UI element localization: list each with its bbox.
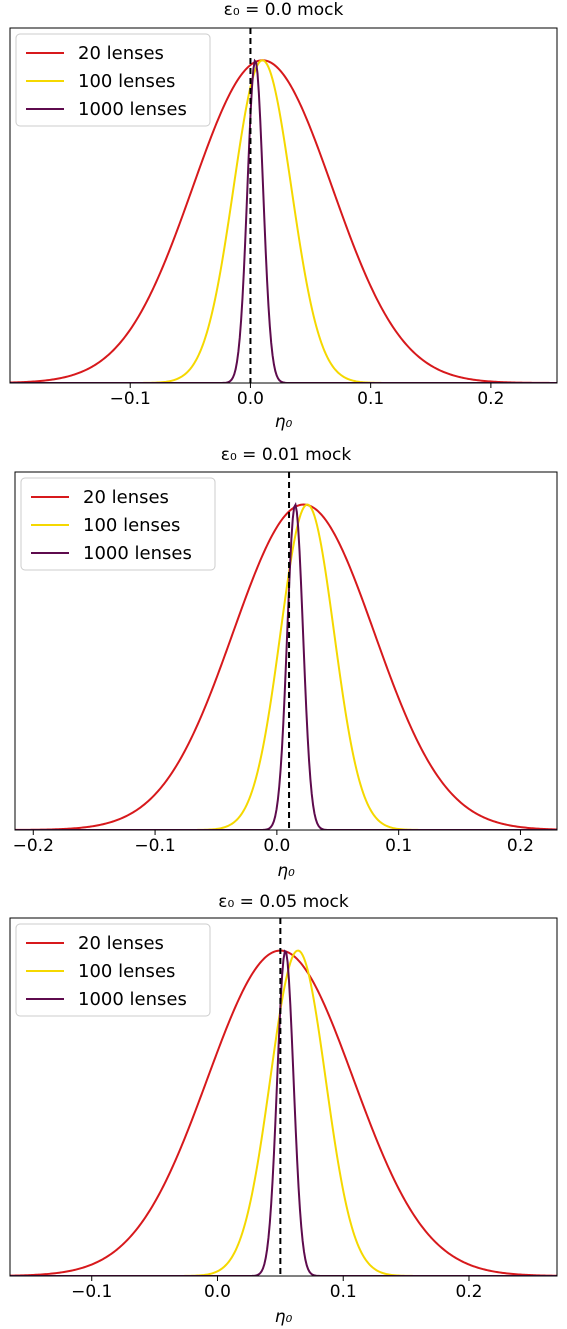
x-tick-label: 0.0 <box>237 389 264 409</box>
chart-panel-2: ε₀ = 0.01 mock −0.2 −0.1 0.0 0.1 0.2 η₀ 20 lens… <box>13 445 558 881</box>
legend-label: 20 lenses <box>83 487 169 508</box>
x-tick-label: 0.2 <box>455 1282 482 1302</box>
series-line-20-lenses <box>10 59 557 383</box>
x-tick-label: 0.1 <box>357 389 384 409</box>
series-line-20-lenses <box>15 503 557 830</box>
plot-frame <box>9 27 558 384</box>
x-tick-label: −0.1 <box>110 389 151 409</box>
legend-box <box>15 33 211 127</box>
series-line-100-lenses <box>10 59 557 383</box>
legend-label: 100 lenses <box>78 71 175 92</box>
series-line-1000-lenses <box>15 502 557 830</box>
chart-panel-3: ε₀ = 0.05 mock −0.1 0.0 0.1 0.2 η₀ 20 lenses 10… <box>9 892 558 1327</box>
x-tick-label: −0.1 <box>134 836 175 856</box>
series-line-1000-lenses <box>10 949 557 1276</box>
chart-panel-1: ε₀ = 0.0 mock −0.1 0.0 0.1 0.2 η₀ 20 lenses 100… <box>9 0 558 432</box>
x-tick-label: −0.2 <box>13 836 54 856</box>
legend: 20 lenses 100 lenses 1000 lenses <box>20 477 216 571</box>
x-axis-label: η₀ <box>275 1307 293 1327</box>
legend-label: 1000 lenses <box>78 989 187 1010</box>
x-tick-label: 0.1 <box>330 1282 357 1302</box>
plot-frame <box>9 917 558 1277</box>
x-tick-label: 0.0 <box>204 1282 231 1302</box>
legend: 20 lenses 100 lenses 1000 lenses <box>15 33 211 127</box>
legend: 20 lenses 100 lenses 1000 lenses <box>15 923 211 1017</box>
legend-box <box>15 923 211 1017</box>
x-tick-label: 0.0 <box>263 836 290 856</box>
plot-frame <box>14 471 558 831</box>
legend-label: 20 lenses <box>78 933 164 954</box>
x-tick-label: 0.1 <box>385 836 412 856</box>
x-axis-label: η₀ <box>277 861 295 881</box>
series-line-20-lenses <box>10 949 557 1276</box>
legend-label: 20 lenses <box>78 43 164 64</box>
chart-title: ε₀ = 0.0 mock <box>224 0 344 20</box>
legend-label: 100 lenses <box>83 515 180 536</box>
series-line-100-lenses <box>10 949 557 1276</box>
x-tick-label: −0.1 <box>71 1282 112 1302</box>
chart-title: ε₀ = 0.05 mock <box>218 892 349 912</box>
x-axis-label: η₀ <box>275 412 293 432</box>
x-tick-label: 0.2 <box>477 389 504 409</box>
chart-title: ε₀ = 0.01 mock <box>221 445 352 465</box>
legend-label: 100 lenses <box>78 961 175 982</box>
x-tick-label: 0.2 <box>507 836 534 856</box>
series-line-100-lenses <box>15 503 557 830</box>
legend-box <box>20 477 216 571</box>
legend-label: 1000 lenses <box>78 99 187 120</box>
legend-label: 1000 lenses <box>83 543 192 564</box>
